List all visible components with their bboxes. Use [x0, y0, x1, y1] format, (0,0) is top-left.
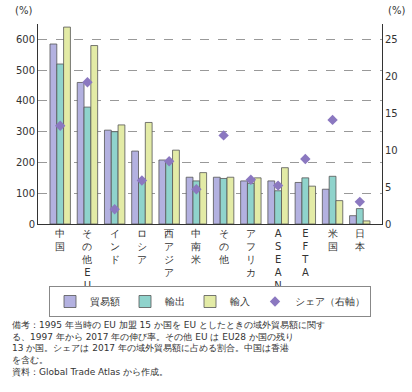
svg-text:ASEAN: ASEAN	[274, 228, 281, 291]
svg-text:アフリカ: アフリカ	[246, 228, 256, 278]
svg-text:300: 300	[16, 126, 35, 137]
svg-text:日本: 日本	[355, 228, 365, 252]
svg-text:ロシア: ロシア	[137, 228, 147, 265]
svg-text:輸入: 輸入	[230, 296, 250, 307]
svg-text:500: 500	[16, 65, 35, 76]
svg-text:200: 200	[16, 157, 35, 168]
svg-text:中南米: 中南米	[191, 228, 201, 265]
svg-text:600: 600	[16, 34, 35, 45]
svg-text:0: 0	[29, 219, 35, 230]
svg-text:400: 400	[16, 95, 35, 106]
svg-text:15: 15	[385, 108, 398, 119]
svg-text:5: 5	[385, 182, 391, 193]
svg-text:西アジア: 西アジア	[164, 228, 174, 278]
svg-text:米国: 米国	[328, 228, 338, 252]
svg-text:100: 100	[16, 188, 35, 199]
svg-text:その他: その他	[219, 228, 229, 265]
svg-text:20: 20	[385, 71, 398, 82]
svg-text:10: 10	[385, 145, 398, 156]
svg-text:シェア（右軸）: シェア（右軸）	[295, 296, 365, 307]
svg-text:その他EU: その他EU	[82, 228, 92, 291]
svg-text:インド: インド	[110, 228, 120, 265]
svg-text:(%): (%)	[388, 5, 405, 16]
svg-text:(%): (%)	[15, 5, 32, 16]
svg-text:輸出: 輸出	[165, 296, 185, 307]
svg-text:中国: 中国	[55, 228, 65, 252]
svg-text:0: 0	[385, 219, 391, 230]
svg-text:備考：1995 年当時の EU 加盟 15 か国を EU と: 備考：1995 年当時の EU 加盟 15 か国を EU としたときの域外貿易額…	[12, 320, 325, 377]
svg-text:25: 25	[385, 34, 398, 45]
svg-text:EFTA: EFTA	[301, 228, 309, 278]
svg-text:貿易額: 貿易額	[90, 296, 120, 307]
